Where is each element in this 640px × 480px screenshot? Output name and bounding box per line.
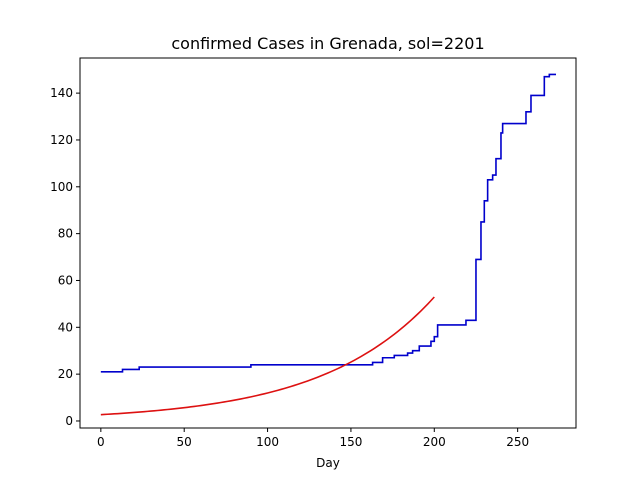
x-tick-label: 50 xyxy=(177,435,192,449)
y-tick-label: 100 xyxy=(50,180,73,194)
model-fit-line xyxy=(100,296,435,416)
x-tick-label: 150 xyxy=(339,435,362,449)
y-tick-label: 80 xyxy=(58,227,73,241)
y-tick-label: 40 xyxy=(58,320,73,334)
x-tick-label: 250 xyxy=(506,435,529,449)
y-axis: 0 20 40 60 80 100 120 140 xyxy=(50,86,80,428)
x-axis: 0 50 100 150 200 250 xyxy=(97,428,529,449)
confirmed-cases-line xyxy=(100,73,556,373)
x-axis-label: Day xyxy=(316,456,340,470)
y-tick-label: 20 xyxy=(58,367,73,381)
x-tick-label: 0 xyxy=(97,435,105,449)
chart-title: confirmed Cases in Grenada, sol=2201 xyxy=(171,34,484,53)
series-layer xyxy=(100,73,556,416)
y-tick-label: 120 xyxy=(50,133,73,147)
y-tick-label: 140 xyxy=(50,86,73,100)
x-tick-label: 200 xyxy=(423,435,446,449)
x-tick-label: 100 xyxy=(256,435,279,449)
y-tick-label: 60 xyxy=(58,273,73,287)
y-tick-label: 0 xyxy=(65,414,73,428)
plot-frame xyxy=(79,57,577,429)
